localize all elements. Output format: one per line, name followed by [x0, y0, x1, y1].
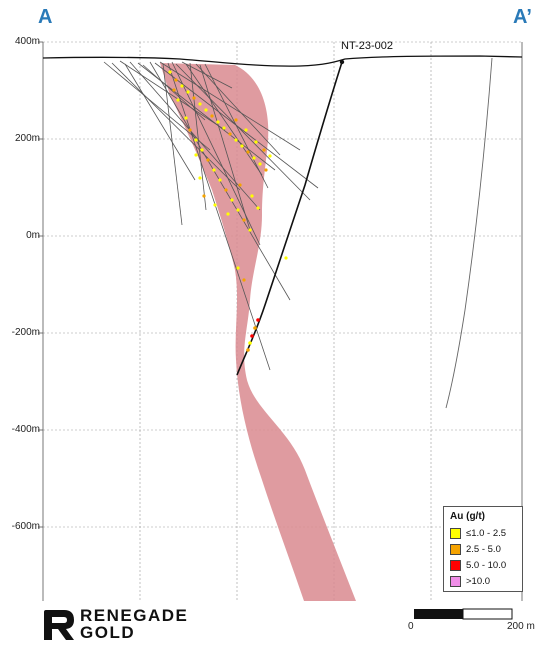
- nt-23-002-collar: [339, 59, 345, 65]
- scale-bar: [414, 608, 513, 620]
- legend-swatch: [450, 527, 461, 539]
- elevation-label-m400: -400m: [11, 424, 40, 435]
- legend-swatch: [450, 575, 461, 587]
- legend-swatch: [450, 543, 461, 555]
- legend-label: >10.0: [466, 575, 491, 587]
- elevation-label-0: 0m: [26, 230, 40, 241]
- logo-mark-icon: [44, 610, 74, 640]
- section-end-label: A’: [513, 6, 532, 28]
- legend-label: ≤1.0 - 2.5: [466, 527, 507, 539]
- mineralized-zone: [160, 63, 356, 601]
- elevation-label-m600: -600m: [11, 521, 40, 532]
- elevation-label-m200: -200m: [11, 327, 40, 338]
- legend-swatch: [450, 559, 461, 571]
- drill-hole-label: NT-23-002: [341, 40, 393, 52]
- scale-bar-end-label: 200 m: [507, 621, 535, 632]
- elevation-label-200: 200m: [14, 133, 40, 144]
- logo-line2: GOLD: [80, 623, 136, 642]
- elevation-label-400: 400m: [14, 36, 40, 47]
- scale-bar-start-label: 0: [408, 621, 414, 632]
- legend-title: Au (g/t): [450, 511, 485, 522]
- historic-drill-holes: [103, 60, 319, 371]
- assay-dots: [168, 70, 288, 282]
- logo-line1: RENEGADE: [80, 606, 189, 625]
- legend-item: 5.0 - 10.0: [450, 559, 506, 571]
- eastern-drill-hole: [445, 57, 493, 409]
- legend-label: 2.5 - 5.0: [466, 543, 501, 555]
- legend-label: 5.0 - 10.0: [466, 559, 507, 571]
- legend: Au (g/t) ≤1.0 - 2.5 2.5 - 5.0 5.0 - 10.0…: [443, 506, 523, 592]
- legend-item: 2.5 - 5.0: [450, 543, 501, 555]
- legend-item: >10.0: [450, 575, 490, 587]
- nt-23-002-assays: [246, 318, 260, 352]
- topography-line: [42, 55, 523, 67]
- legend-item: ≤1.0 - 2.5: [450, 527, 506, 539]
- section-start-label: A: [38, 6, 53, 28]
- axis-ticks: [38, 41, 43, 528]
